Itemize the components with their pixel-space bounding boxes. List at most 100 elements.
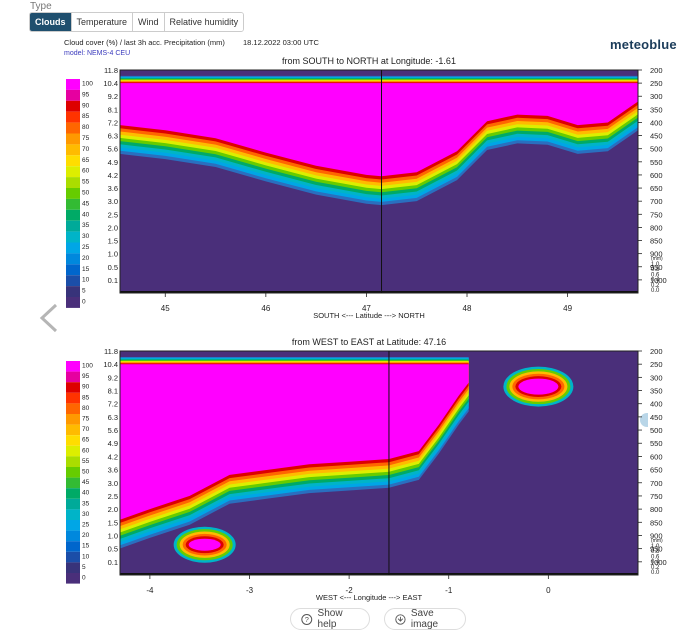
right-tick-c1-9: 650 bbox=[650, 466, 663, 475]
right-tick-c0-4: 400 bbox=[650, 118, 663, 127]
tab-temperature[interactable]: Temperature bbox=[71, 13, 134, 31]
x-tick-c0-3: 48 bbox=[463, 304, 472, 313]
x-tick-c1-4: 0 bbox=[546, 586, 551, 595]
right-tick-c1-7: 550 bbox=[650, 439, 663, 448]
left-tick-c1-4: 7.2 bbox=[108, 400, 118, 409]
legend-swatch-c1-2 bbox=[66, 382, 80, 393]
right-tick-c0-0: 200 bbox=[650, 66, 663, 75]
right-tick-c0-12: 800 bbox=[650, 223, 663, 232]
show-help-button[interactable]: ? Show help bbox=[290, 608, 370, 630]
legend-swatch-c0-15 bbox=[66, 242, 80, 254]
legend-label-c0-12: 40 bbox=[82, 211, 90, 218]
right-tick-c1-10: 700 bbox=[650, 479, 663, 488]
legend-label-c1-6: 70 bbox=[82, 426, 90, 433]
legend-label-c1-19: 5 bbox=[82, 564, 86, 571]
chart-title-c0: from SOUTH to NORTH at Longitude: -1.61 bbox=[282, 56, 456, 66]
right-tick-c0-9: 650 bbox=[650, 184, 663, 193]
cloud-cross-section-charts: from SOUTH to NORTH at Longitude: -1.61 1… bbox=[66, 56, 667, 602]
legend-swatch-c0-10 bbox=[66, 188, 80, 199]
legend-swatch-c1-13 bbox=[66, 498, 80, 510]
legend-swatch-c1-7 bbox=[66, 435, 80, 446]
precip-unit-c1: (mm) bbox=[651, 538, 663, 544]
legend-label-c0-9: 55 bbox=[82, 179, 90, 186]
legend-swatch-c0-11 bbox=[66, 198, 80, 210]
legend-swatch-c0-4 bbox=[66, 122, 80, 134]
right-tick-c1-14: 900 bbox=[650, 531, 663, 540]
cloud-band-c0-9 bbox=[120, 83, 638, 177]
save-image-label: Save image bbox=[410, 608, 439, 630]
legend-swatch-c0-0 bbox=[66, 79, 80, 90]
x-tick-c1-3: -1 bbox=[445, 586, 453, 595]
legend-label-c1-9: 55 bbox=[82, 458, 90, 465]
precip-tick-c0-0: 1.0 bbox=[651, 262, 660, 268]
legend-label-c0-5: 75 bbox=[82, 135, 90, 142]
right-tick-c0-1: 250 bbox=[650, 79, 663, 88]
legend-swatch-c1-14 bbox=[66, 509, 80, 520]
left-tick-c1-1: 10.4 bbox=[103, 360, 118, 369]
scroll-handle[interactable] bbox=[640, 413, 648, 427]
legend-label-c1-4: 80 bbox=[82, 405, 90, 412]
tab-clouds[interactable]: Clouds bbox=[30, 13, 72, 31]
legend-label-c0-0: 100 bbox=[82, 81, 93, 88]
right-tick-c0-11: 750 bbox=[650, 210, 663, 219]
legend-label-c0-20: 0 bbox=[82, 299, 86, 306]
left-tick-c1-6: 5.6 bbox=[108, 426, 118, 435]
precip-tick-c1-5: 0.0 bbox=[651, 570, 660, 576]
cloud-spot-c1-1-5 bbox=[518, 378, 559, 395]
legend-label-c1-14: 30 bbox=[82, 511, 90, 518]
legend-swatch-c0-3 bbox=[66, 111, 80, 123]
right-tick-c0-7: 550 bbox=[650, 158, 663, 167]
legend-swatch-c0-9 bbox=[66, 177, 80, 188]
legend-swatch-c1-10 bbox=[66, 467, 80, 478]
right-tick-c1-3: 350 bbox=[650, 387, 663, 396]
legend-swatch-c1-19 bbox=[66, 562, 80, 573]
precip-tick-c1-2: 0.6 bbox=[651, 554, 660, 560]
legend-label-c0-3: 85 bbox=[82, 113, 90, 120]
right-tick-c1-15: 950 bbox=[650, 545, 663, 554]
legend-swatch-c1-8 bbox=[66, 445, 80, 457]
right-tick-c1-0: 200 bbox=[650, 347, 663, 356]
tab-wind[interactable]: Wind bbox=[133, 13, 165, 31]
legend-swatch-c0-17 bbox=[66, 264, 80, 276]
right-tick-c0-2: 300 bbox=[650, 92, 663, 101]
right-tick-c0-3: 350 bbox=[650, 105, 663, 114]
type-tabs: Clouds Temperature Wind Relative humidit… bbox=[29, 12, 245, 32]
legend-swatch-c1-4 bbox=[66, 403, 80, 414]
right-tick-c1-5: 450 bbox=[650, 413, 663, 422]
save-image-button[interactable]: Save image bbox=[384, 608, 466, 630]
right-tick-c1-1: 250 bbox=[650, 360, 663, 369]
left-tick-c0-14: 1.0 bbox=[108, 250, 118, 259]
legend-label-c0-16: 20 bbox=[82, 255, 90, 262]
right-tick-c1-4: 400 bbox=[650, 400, 663, 409]
left-tick-c1-9: 3.6 bbox=[108, 466, 118, 475]
right-tick-c1-8: 600 bbox=[650, 452, 663, 461]
legend-swatch-c1-11 bbox=[66, 477, 80, 489]
right-tick-c1-16: 1000 bbox=[650, 558, 667, 567]
legend-label-c0-7: 65 bbox=[82, 157, 90, 164]
precip-tick-c1-4: 0.2 bbox=[651, 565, 660, 571]
tab-relative-humidity[interactable]: Relative humidity bbox=[164, 13, 244, 31]
legend-label-c1-3: 85 bbox=[82, 394, 90, 401]
precip-tick-c1-0: 1.0 bbox=[651, 544, 660, 550]
chart-title-c1: from WEST to EAST at Latitude: 47.16 bbox=[292, 337, 446, 347]
previous-arrow-icon[interactable] bbox=[36, 302, 62, 334]
precip-tick-c0-1: 0.8 bbox=[651, 267, 660, 273]
left-tick-c0-11: 2.5 bbox=[108, 210, 118, 219]
legend-label-c0-4: 80 bbox=[82, 124, 90, 131]
left-tick-c1-5: 6.3 bbox=[108, 413, 118, 422]
legend-swatch-c1-15 bbox=[66, 520, 80, 531]
x-tick-c0-1: 46 bbox=[261, 304, 270, 313]
legend-swatch-c0-12 bbox=[66, 209, 80, 221]
precip-tick-c1-3: 0.4 bbox=[651, 560, 660, 566]
svg-text:?: ? bbox=[305, 615, 309, 624]
precip-unit-c0: (mm) bbox=[651, 256, 663, 262]
right-tick-c0-16: 1000 bbox=[650, 276, 667, 285]
legend-label-c1-18: 10 bbox=[82, 553, 90, 560]
left-tick-c1-2: 9.2 bbox=[108, 373, 118, 382]
x-axis-label-c1: WEST <--- Longitude ---> EAST bbox=[316, 593, 423, 602]
legend-label-c1-17: 15 bbox=[82, 543, 90, 550]
left-tick-c1-8: 4.2 bbox=[108, 452, 118, 461]
chart-header-title: Cloud cover (%) / last 3h acc. Precipita… bbox=[64, 38, 225, 47]
left-tick-c1-0: 11.8 bbox=[104, 347, 118, 356]
left-tick-c1-15: 0.5 bbox=[108, 545, 118, 554]
